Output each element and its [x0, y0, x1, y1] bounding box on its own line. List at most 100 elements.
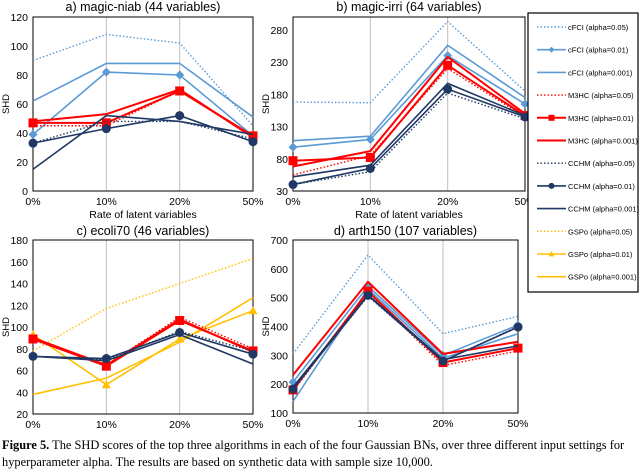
y-tick-label: 100: [270, 408, 288, 420]
legend-label: cFCI (alpha=0.001): [568, 68, 633, 77]
square-marker: [513, 343, 523, 353]
legend-label: CCHM (alpha=0.001): [568, 205, 640, 214]
y-tick-label: 500: [270, 293, 288, 305]
y-tick-label: 100: [10, 322, 28, 334]
series-line: [292, 55, 526, 168]
y-tick-label: 120: [10, 12, 28, 24]
square-marker: [175, 86, 185, 96]
y-tick-label: 80: [16, 344, 28, 356]
y-tick-label: 40: [16, 128, 28, 140]
y-tick-label: 0: [22, 186, 28, 198]
x-tick-label: 10%: [96, 419, 117, 431]
square-marker: [101, 361, 111, 371]
series-line: [292, 280, 519, 376]
circle-marker: [101, 354, 111, 364]
square-marker: [443, 60, 453, 70]
x-tick-label: 10%: [357, 418, 378, 430]
x-tick-label: 50%: [507, 418, 528, 430]
series-line: [292, 54, 526, 148]
y-tick-label: 140: [10, 279, 28, 291]
diamond-marker: [520, 99, 530, 109]
triangle-marker: [548, 251, 555, 257]
x-tick-label: 0%: [25, 196, 40, 208]
series-line: [292, 289, 519, 391]
x-tick-label: 0%: [25, 419, 40, 431]
y-tick-label: 700: [270, 235, 288, 247]
legend: cFCI (alpha=0.05) cFCI (alpha=0.01) cFCI (…: [527, 12, 640, 293]
series-line: [32, 88, 254, 139]
series-line: [292, 20, 526, 104]
legend-label: CCHM (alpha=0.01): [568, 182, 635, 191]
legend-label: cFCI (alpha=0.01): [568, 46, 629, 55]
series-line: [292, 287, 519, 402]
circle-marker: [248, 137, 258, 147]
chart-panel: a) magic-niab (44 variables) 0 20 40 60 80 100…: [1, 0, 264, 221]
circle-marker: [443, 84, 453, 94]
y-tick-label: 200: [270, 379, 288, 391]
series-line: [32, 333, 254, 365]
circle-marker: [548, 182, 555, 189]
y-tick-label: 180: [270, 89, 288, 101]
diamond-marker: [101, 67, 111, 77]
y-tick-label: 180: [10, 235, 28, 247]
y-tick-label: 600: [270, 264, 288, 276]
square-marker: [28, 334, 38, 344]
series-line: [32, 318, 254, 367]
diamond-marker: [28, 129, 38, 139]
series-line: [292, 294, 519, 390]
y-tick-label: 230: [270, 57, 288, 69]
circle-marker: [248, 349, 258, 359]
diamond-marker: [548, 46, 555, 53]
y-tick-label: 40: [16, 387, 28, 399]
series-line: [32, 296, 254, 396]
x-axis-label: Rate of latent variables: [89, 209, 196, 221]
caption-text: The SHD scores of the top three algorith…: [2, 438, 625, 469]
square-marker: [101, 118, 111, 128]
circle-marker: [513, 322, 523, 332]
series-line: [32, 331, 254, 360]
series-line: [32, 33, 254, 127]
chart-panel: c) ecoli70 (46 variables) 20 40 60 80 100 120 1…: [1, 224, 264, 431]
diamond-marker: [365, 134, 375, 144]
legend-label: M3HC (alpha=0.01): [568, 114, 634, 123]
y-tick-label: 300: [270, 350, 288, 362]
x-tick-label: 0%: [285, 196, 300, 208]
circle-marker: [101, 124, 111, 134]
legend-label: M3HC (alpha=0.001): [568, 137, 638, 146]
circle-marker: [288, 384, 298, 394]
circle-marker: [175, 111, 185, 121]
series-line: [32, 62, 254, 118]
y-axis-label: SHD: [261, 94, 272, 114]
series-line: [292, 92, 526, 186]
circle-marker: [28, 138, 38, 148]
y-tick-label: 20: [16, 157, 28, 169]
y-tick-label: 130: [270, 122, 288, 134]
legend-label: CCHM (alpha=0.05): [568, 159, 635, 168]
x-tick-label: 0%: [285, 418, 300, 430]
square-marker: [288, 156, 298, 166]
x-tick-label: 20%: [169, 419, 190, 431]
chart-panel: b) magic-irri (64 variables) 30 80 130 180 23…: [261, 0, 536, 221]
figure: a) magic-niab (44 variables) 0 20 40 60 80 100…: [1, 0, 640, 431]
square-marker: [248, 131, 258, 141]
legend-label: M3HC (alpha=0.05): [568, 91, 634, 100]
chart-panel: d) arth150 (107 variables) 100 200 300 400 50…: [261, 224, 529, 430]
plot-area: [32, 16, 254, 192]
series-line: [32, 114, 254, 170]
legend-box: [527, 12, 639, 293]
y-tick-label: 80: [276, 154, 288, 166]
square-marker: [365, 152, 375, 162]
series-line: [292, 82, 526, 178]
chart-title: d) arth150 (107 variables): [334, 224, 477, 238]
series-line: [292, 284, 519, 383]
x-tick-label: 10%: [360, 196, 381, 208]
legend-label: GSPo (alpha=0.01): [568, 250, 633, 259]
y-axis-label: SHD: [1, 317, 12, 337]
y-tick-label: 80: [16, 70, 28, 82]
chart-title: b) magic-irri (64 variables): [336, 0, 481, 14]
y-tick-label: 120: [10, 300, 28, 312]
diamond-marker: [175, 70, 185, 80]
x-tick-label: 20%: [432, 418, 453, 430]
triangle-marker: [248, 306, 258, 315]
square-marker: [548, 114, 555, 121]
